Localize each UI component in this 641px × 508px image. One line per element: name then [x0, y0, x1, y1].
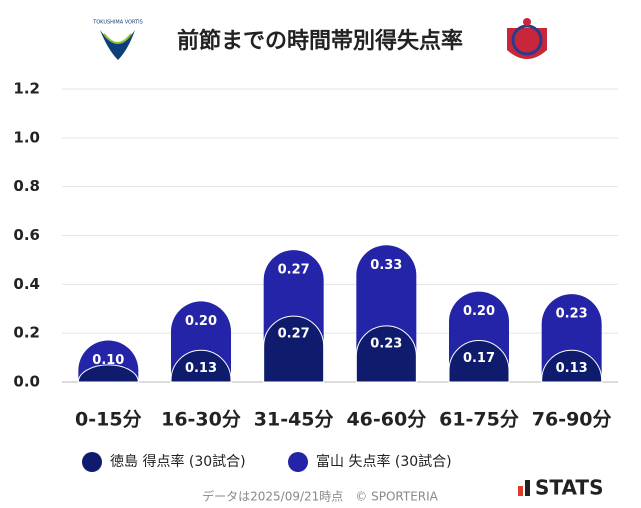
value-label: 0.17: [463, 351, 495, 366]
x-tick-label: 31-45分: [254, 409, 334, 431]
bar-segment: [355, 325, 417, 383]
value-label: 0.27: [278, 263, 310, 278]
bar-segment: [77, 364, 139, 383]
value-label: 0.33: [370, 258, 402, 273]
bar-segment: [448, 340, 510, 383]
y-tick-label: 0.2: [13, 324, 40, 342]
bar-segment: [356, 245, 417, 356]
y-tick-label: 0.8: [13, 177, 40, 195]
y-tick-label: 1.2: [13, 80, 40, 98]
logo-mark: [518, 486, 523, 496]
x-tick-label: 16-30分: [161, 409, 241, 431]
x-tick-label: 76-90分: [532, 409, 612, 431]
chart-title: 前節までの時間帯別得失点率: [177, 28, 463, 54]
value-label: 0.13: [556, 361, 588, 376]
stats-logo: STATS: [535, 476, 603, 500]
logo-mark: [525, 480, 530, 496]
legend-swatch: [288, 452, 308, 472]
value-label: 0.27: [278, 327, 310, 342]
y-tick-label: 0.0: [13, 373, 40, 391]
y-tick-label: 0.6: [13, 226, 40, 244]
legend-swatch: [82, 452, 102, 472]
value-label: 0.23: [556, 307, 588, 322]
y-tick-label: 0.4: [13, 275, 40, 293]
value-label: 0.10: [92, 353, 124, 368]
away-logo: [507, 18, 547, 59]
bar-segment: [541, 349, 603, 383]
footer: データは2025/09/21時点 © SPORTERIA: [202, 489, 439, 504]
y-tick-label: 1.0: [13, 128, 40, 146]
x-tick-label: 61-75分: [439, 409, 519, 431]
value-label: 0.20: [185, 314, 217, 329]
home-logo-text: TOKUSHIMA VORTIS: [92, 20, 143, 26]
x-tick-label: 0-15分: [75, 409, 142, 431]
value-label: 0.23: [370, 336, 402, 351]
legend-label: 徳島 得点率 (30試合): [110, 453, 246, 470]
bar-segment: [263, 315, 325, 383]
value-label: 0.20: [463, 304, 495, 319]
bar-segment: [170, 349, 232, 383]
legend-label: 富山 失点率 (30試合): [316, 453, 452, 470]
x-tick-label: 46-60分: [346, 409, 426, 431]
home-logo: [100, 30, 135, 60]
value-label: 0.13: [185, 361, 217, 376]
